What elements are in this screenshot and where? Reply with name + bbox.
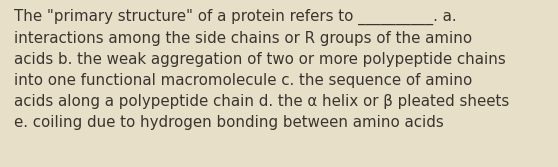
Text: The "primary structure" of a protein refers to __________. a.
interactions among: The "primary structure" of a protein ref…: [14, 8, 509, 130]
